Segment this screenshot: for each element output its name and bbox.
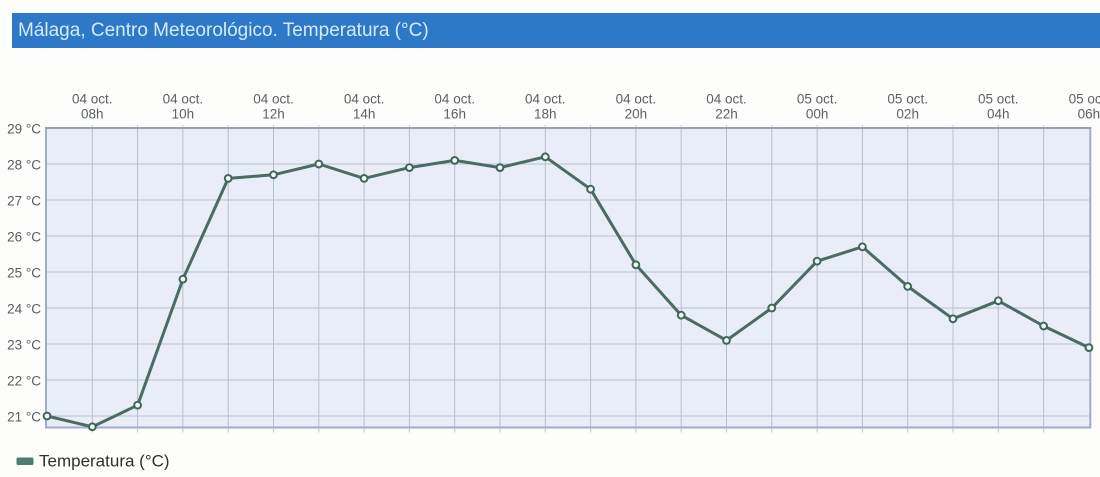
svg-text:23 °C: 23 °C: [7, 338, 41, 353]
svg-text:29 °C: 29 °C: [7, 122, 41, 137]
svg-text:05 oct.: 05 oct.: [1069, 92, 1100, 107]
svg-text:28 °C: 28 °C: [7, 158, 41, 173]
svg-text:05 oct.: 05 oct.: [978, 92, 1019, 107]
svg-text:04 oct.: 04 oct.: [525, 92, 566, 107]
svg-text:22 °C: 22 °C: [7, 374, 41, 389]
svg-text:10h: 10h: [172, 107, 195, 122]
svg-text:04 oct.: 04 oct.: [72, 92, 113, 107]
svg-text:08h: 08h: [81, 107, 104, 122]
svg-text:04 oct.: 04 oct.: [616, 92, 657, 107]
svg-text:04 oct.: 04 oct.: [706, 92, 747, 107]
svg-text:02h: 02h: [896, 107, 919, 122]
svg-text:20h: 20h: [625, 107, 648, 122]
svg-text:25 °C: 25 °C: [7, 266, 41, 281]
svg-text:24 °C: 24 °C: [7, 302, 41, 317]
svg-text:00h: 00h: [806, 107, 829, 122]
svg-text:16h: 16h: [443, 107, 466, 122]
svg-text:22h: 22h: [715, 107, 738, 122]
svg-text:04 oct.: 04 oct.: [163, 92, 204, 107]
svg-text:05 oct.: 05 oct.: [887, 92, 928, 107]
svg-text:21 °C: 21 °C: [7, 410, 41, 425]
svg-text:18h: 18h: [534, 107, 557, 122]
svg-text:14h: 14h: [353, 107, 376, 122]
svg-text:27 °C: 27 °C: [7, 194, 41, 209]
svg-text:26 °C: 26 °C: [7, 230, 41, 245]
svg-text:04 oct.: 04 oct.: [253, 92, 294, 107]
svg-text:06h: 06h: [1078, 107, 1100, 122]
svg-text:04h: 04h: [987, 107, 1010, 122]
svg-text:04 oct.: 04 oct.: [344, 92, 385, 107]
svg-text:04 oct.: 04 oct.: [434, 92, 475, 107]
svg-text:05 oct.: 05 oct.: [797, 92, 838, 107]
svg-text:12h: 12h: [262, 107, 285, 122]
svg-text:Temperatura (°C): Temperatura (°C): [39, 452, 170, 471]
